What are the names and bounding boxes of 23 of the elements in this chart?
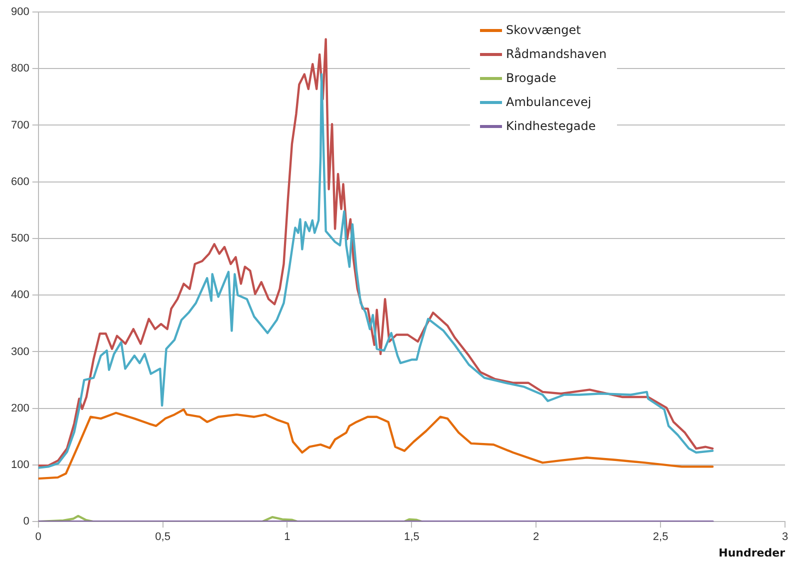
y-tick-label: 900 bbox=[10, 6, 30, 18]
x-tick-label: 1 bbox=[284, 531, 290, 544]
y-tick-label: 800 bbox=[10, 62, 30, 75]
y-tick-label: 300 bbox=[10, 346, 30, 358]
y-tick-label: 600 bbox=[10, 176, 30, 188]
legend-label: Rådmandshaven bbox=[506, 47, 607, 61]
y-tick-label: 500 bbox=[10, 232, 30, 245]
x-tick-label: 2 bbox=[533, 531, 540, 544]
x-axis-title: Hundreder bbox=[718, 546, 786, 560]
legend-label: Kindhestegade bbox=[506, 119, 596, 133]
legend-label: Skovvænget bbox=[506, 23, 581, 37]
y-tick-label: 400 bbox=[10, 289, 30, 302]
y-tick-label: 200 bbox=[10, 402, 30, 414]
legend-label: Brogade bbox=[506, 71, 556, 85]
y-tick-label: 100 bbox=[10, 459, 30, 472]
y-tick-label: 700 bbox=[10, 119, 30, 132]
x-tick-label: 1,5 bbox=[404, 531, 420, 544]
x-tick-label: 2,5 bbox=[652, 531, 668, 544]
y-tick-label: 0 bbox=[23, 516, 30, 528]
x-tick-label: 0,5 bbox=[155, 531, 170, 544]
x-tick-label: 0 bbox=[35, 531, 42, 544]
legend-label: Ambulancevej bbox=[506, 95, 592, 109]
x-tick-label: 3 bbox=[782, 531, 788, 544]
